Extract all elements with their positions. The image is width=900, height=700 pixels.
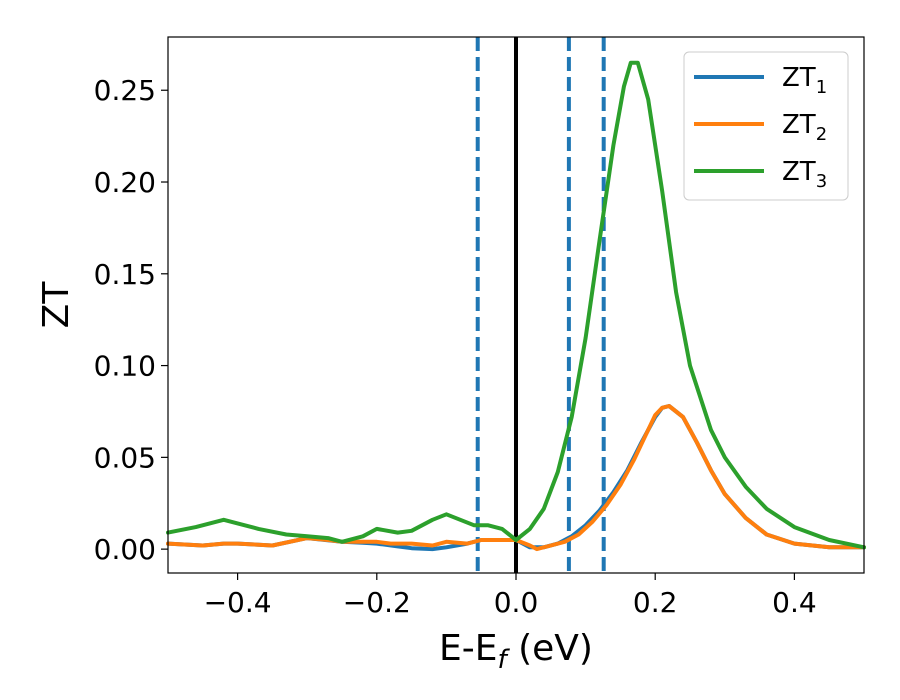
y-tick-label: 0.05 bbox=[94, 441, 156, 474]
x-axis-title: E-Ef (eV) bbox=[439, 628, 593, 675]
x-tick-label: 0.2 bbox=[633, 586, 678, 619]
x-tick-label: 0.0 bbox=[494, 586, 539, 619]
legend-entry-zt3: ZT3 bbox=[694, 157, 827, 192]
y-tick-label: 0.15 bbox=[94, 258, 156, 291]
y-axis-ticks: 0.00 0.05 0.10 0.15 0.20 0.25 bbox=[94, 74, 168, 566]
legend-entry-zt2: ZT2 bbox=[694, 110, 827, 145]
y-axis-title: ZT bbox=[36, 281, 77, 329]
series-line-zt3 bbox=[166, 60, 866, 550]
x-axis-ticks: −0.4 −0.2 0.0 0.2 0.4 bbox=[204, 573, 817, 619]
x-tick-label: −0.2 bbox=[343, 586, 411, 619]
series-lines bbox=[166, 60, 866, 552]
x-tick-label: 0.4 bbox=[772, 586, 817, 619]
legend: ZT1 ZT2 ZT3 bbox=[683, 51, 849, 201]
y-tick-label: 0.20 bbox=[94, 166, 156, 199]
x-tick-label: −0.4 bbox=[204, 586, 272, 619]
legend-label-zt2: ZT2 bbox=[782, 110, 827, 145]
legend-label-zt1: ZT1 bbox=[782, 63, 827, 98]
legend-label-zt3: ZT3 bbox=[782, 157, 827, 192]
vertical-lines bbox=[475, 37, 606, 573]
y-tick-label: 0.10 bbox=[94, 350, 156, 383]
legend-box bbox=[683, 51, 849, 201]
y-tick-label: 0.25 bbox=[94, 74, 156, 107]
y-tick-label: 0.00 bbox=[94, 533, 156, 566]
legend-entry-zt1: ZT1 bbox=[694, 63, 827, 98]
